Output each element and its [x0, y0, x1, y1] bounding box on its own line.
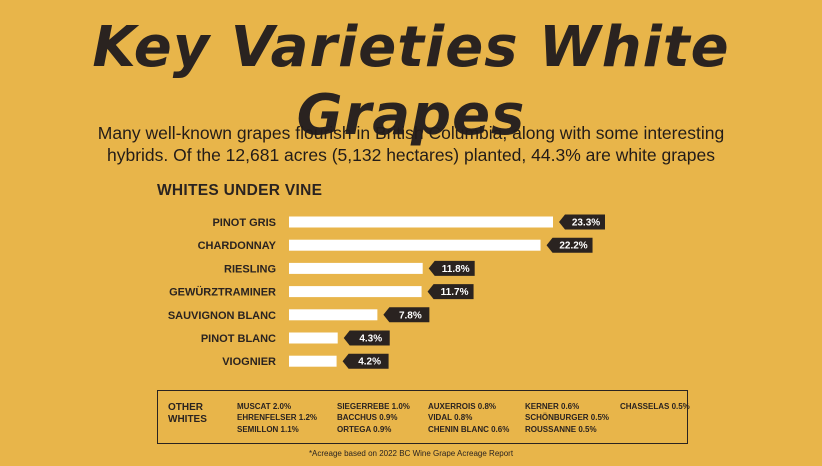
other-white-item: BACCHUS 0.9% — [337, 413, 398, 422]
footnote: *Acreage based on 2022 BC Wine Grape Acr… — [308, 449, 514, 458]
data-label: 23.3% — [572, 218, 600, 229]
bar-chart: PINOT GRIS 23.3% CHARDONNAY 22.2% RIESLING 11… — [168, 214, 605, 369]
bar — [289, 216, 553, 228]
data-label: 22.2% — [559, 241, 587, 252]
category-label: VIOGNIER — [222, 356, 276, 368]
other-white-item: AUXERROIS 0.8% — [428, 402, 497, 411]
other-white-item: MUSCAT 2.0% — [237, 402, 292, 411]
data-label: 11.8% — [442, 264, 470, 275]
other-white-item: SCHÖNBURGER 0.5% — [525, 413, 610, 422]
bar — [289, 286, 422, 298]
other-white-item: VIDAL 0.8% — [428, 413, 473, 422]
category-label: PINOT BLANC — [201, 333, 276, 345]
category-label: PINOT GRIS — [212, 217, 276, 229]
data-label-tag — [343, 330, 390, 346]
data-label: 4.3% — [359, 334, 382, 345]
data-label-tag — [559, 214, 605, 230]
bar — [289, 309, 378, 321]
category-label: RIESLING — [224, 263, 276, 275]
other-white-item: KERNER 0.6% — [525, 402, 580, 411]
bar — [289, 332, 338, 344]
chart-title: WHITES UNDER VINE — [157, 182, 323, 199]
subtitle: Many well-known grapes flourish in Briti… — [40, 122, 782, 166]
data-label-tag — [428, 260, 475, 276]
bar — [289, 239, 541, 251]
other-white-item: SIEGERREBE 1.0% — [337, 402, 410, 411]
bar — [289, 355, 337, 367]
other-white-item: CHENIN BLANC 0.6% — [428, 425, 510, 434]
page-title: Key Varieties White Grapes — [92, 15, 730, 148]
other-white-item: SEMILLON 1.1% — [237, 425, 299, 434]
other-white-item: CHASSELAS 0.5% — [620, 402, 690, 411]
other-whites-label-line-1: OTHER — [168, 402, 203, 413]
data-label: 4.2% — [358, 357, 381, 368]
other-white-item: EHRENFELSER 1.2% — [237, 413, 318, 422]
subtitle-line-1: Many well-known grapes flourish in Briti… — [97, 123, 725, 143]
data-label: 11.7% — [441, 287, 469, 298]
other-whites-label-line-2: WHITES — [168, 414, 207, 425]
category-label: CHARDONNAY — [198, 240, 277, 252]
data-label-tag — [383, 307, 430, 323]
bar — [289, 262, 423, 274]
other-whites-label: OTHER WHITES — [168, 402, 207, 426]
category-label: GEWÜRZTRAMINER — [169, 286, 276, 299]
other-white-item: ORTEGA 0.9% — [337, 425, 392, 434]
other-whites-box: OTHER WHITES MUSCAT 2.0% EHRENFELSER 1.2%… — [157, 390, 690, 444]
data-label-tag — [427, 284, 474, 300]
data-label: 7.8% — [399, 310, 422, 321]
category-label: SAUVIGNON BLANC — [168, 310, 276, 322]
other-white-item: ROUSSANNE 0.5% — [525, 425, 597, 434]
data-label-tag — [546, 237, 593, 253]
subtitle-line-2: hybrids. Of the 12,681 acres (5,132 hect… — [107, 145, 715, 165]
data-label-tag — [342, 353, 389, 369]
